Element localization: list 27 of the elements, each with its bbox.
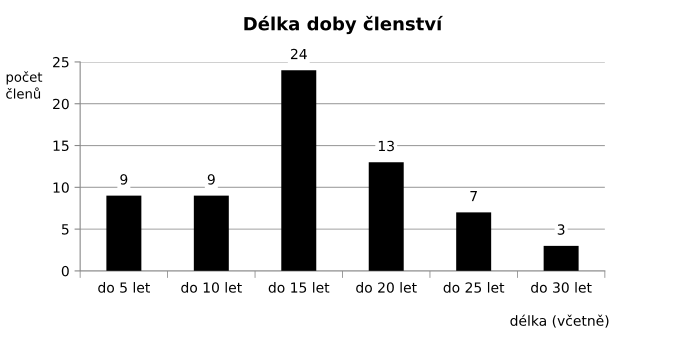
data-label: 9 [208, 174, 215, 185]
x-tick-label: do 25 let [444, 282, 504, 293]
data-label: 3 [558, 224, 564, 235]
bar [194, 196, 229, 271]
y-tick-label: 5 [62, 224, 69, 235]
y-axis-title: počet členů [6, 71, 42, 99]
data-label: 13 [378, 140, 394, 152]
bar [368, 162, 404, 271]
y-tick-label: 15 [54, 140, 69, 152]
x-tick-label: do 10 let [181, 282, 242, 293]
y-tick-label: 10 [54, 182, 69, 193]
data-label: 24 [290, 48, 307, 60]
y-tick-label: 20 [53, 98, 69, 110]
data-label: 9 [120, 174, 128, 185]
bar [544, 246, 579, 271]
data-label: 7 [470, 191, 477, 202]
chart-title: Délka doby členství [244, 16, 444, 34]
y-tick-label: 25 [53, 56, 69, 68]
x-tick-label: do 15 let [268, 282, 330, 293]
bar [456, 212, 492, 271]
x-axis-title: délka (včetně) [510, 314, 608, 328]
bar [281, 70, 316, 271]
y-tick-label: 0 [62, 266, 69, 276]
x-tick-label: do 5 let [98, 282, 150, 293]
x-tick-label: do 20 let [356, 282, 417, 293]
bar [106, 196, 142, 271]
x-tick-label: do 30 let [531, 282, 592, 293]
